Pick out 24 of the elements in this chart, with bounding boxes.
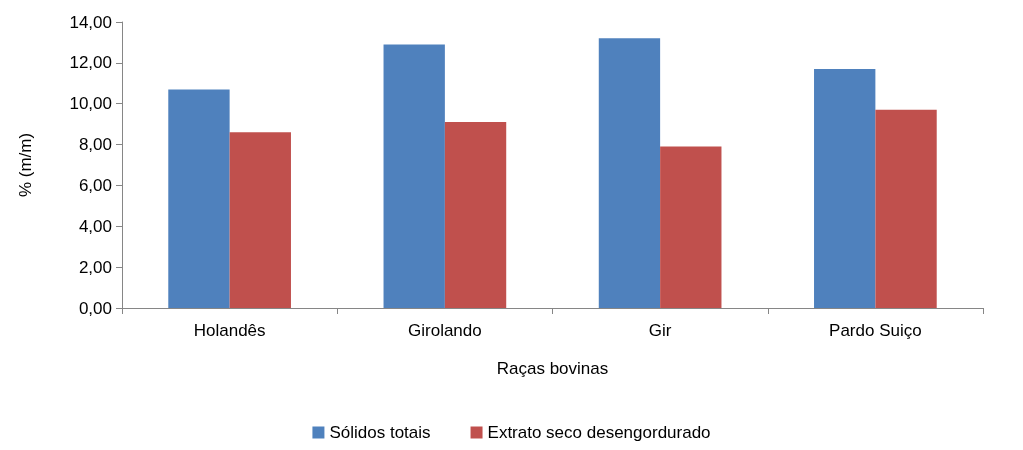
y-tick-label: 8,00 [78, 135, 112, 155]
x-tick-label: Holandês [193, 321, 266, 340]
y-tick-label: 14,00 [69, 12, 112, 32]
bar [444, 122, 507, 308]
y-tick-label: 10,00 [69, 94, 112, 114]
bar [598, 38, 661, 308]
y-tick-label: 4,00 [78, 216, 112, 236]
bar [814, 68, 876, 308]
bar [168, 89, 230, 308]
x-tick-label: Pardo Suiço [829, 321, 922, 340]
legend-label: Extrato seco desengordurado [487, 423, 711, 442]
bar [229, 132, 291, 308]
x-axis-title: Raças bovinas [496, 359, 609, 378]
y-tick-label: 2,00 [78, 257, 112, 277]
legend-label: Sólidos totais [329, 423, 431, 442]
bar [383, 44, 445, 308]
bar [660, 146, 722, 308]
bar [875, 109, 937, 308]
y-tick-label: 0,00 [78, 298, 112, 318]
y-axis-title: % (m/m) [16, 132, 35, 198]
y-tick-label: 6,00 [78, 175, 112, 195]
x-tick-label: Girolando [408, 321, 482, 340]
y-tick-label: 12,00 [69, 53, 112, 73]
x-tick-label: Gir [648, 321, 672, 340]
